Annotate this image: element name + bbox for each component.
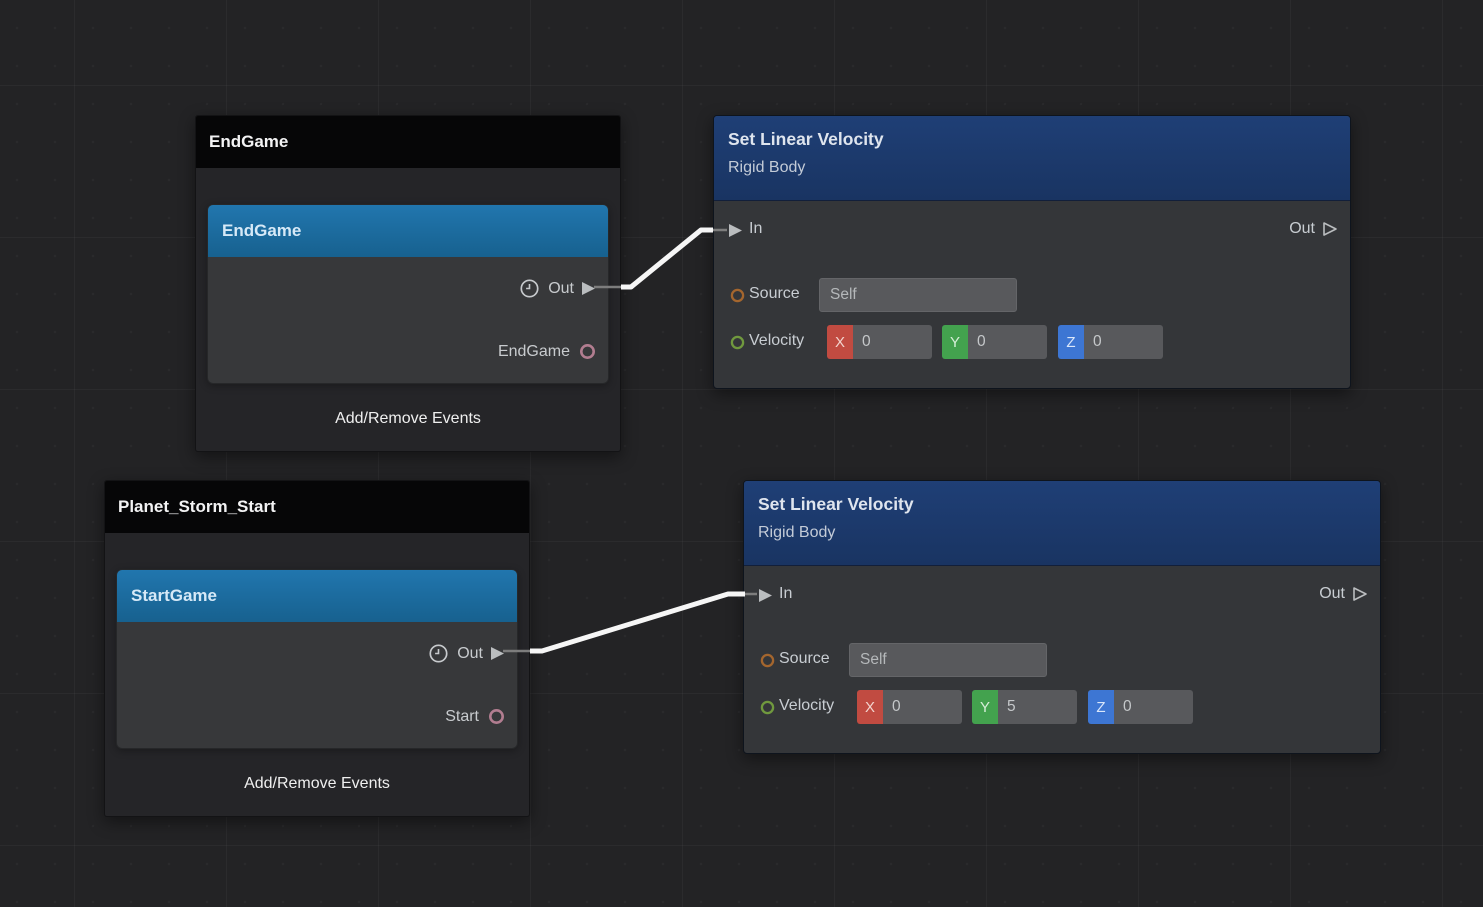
source-label: Source	[779, 650, 830, 667]
z-axis-badge: Z	[1088, 690, 1114, 724]
event-output-port-label: EndGame	[497, 342, 570, 360]
y-axis-badge: Y	[942, 325, 968, 359]
out-port-label: Out	[1319, 585, 1345, 602]
velocity-z-input[interactable]	[1114, 690, 1193, 724]
event-node-title: StartGame	[131, 586, 217, 605]
z-axis-badge: Z	[1058, 325, 1084, 359]
velocity-x-group: X	[857, 690, 962, 724]
clock-icon	[429, 644, 448, 663]
velocity-y-group: Y	[942, 325, 1047, 359]
velocity-y-group: Y	[972, 690, 1077, 724]
node-title: EndGame	[209, 132, 289, 151]
x-axis-badge: X	[827, 325, 853, 359]
y-axis-badge: Y	[972, 690, 998, 724]
event-port-circle-icon[interactable]	[579, 343, 596, 360]
add-remove-events-button[interactable]: Add/Remove Events	[196, 387, 620, 451]
in-port-label: In	[779, 585, 793, 602]
event-output-port-label: Start	[445, 707, 479, 725]
event-out-port-label: Out	[548, 279, 574, 297]
slv-subtitle: Rigid Body	[758, 524, 836, 541]
add-remove-events-label: Add/Remove Events	[244, 775, 390, 792]
entity-port-circle-icon[interactable]	[760, 653, 775, 668]
in-port-label: In	[749, 220, 763, 237]
event-node-startgame[interactable]: StartGame Out Start	[116, 569, 518, 749]
vector-port-circle-icon[interactable]	[760, 700, 775, 715]
event-out-row: Out	[117, 622, 517, 685]
wire-startgame-to-slv-bottom	[503, 591, 757, 654]
velocity-label: Velocity	[749, 332, 805, 349]
out-port-label: Out	[1289, 220, 1315, 237]
source-label: Source	[749, 285, 800, 302]
event-output-row: EndGame	[208, 320, 608, 383]
slv-header[interactable]: Set Linear Velocity Rigid Body	[744, 481, 1380, 566]
slv-title: Set Linear Velocity	[728, 129, 884, 149]
slv-header[interactable]: Set Linear Velocity Rigid Body	[714, 116, 1350, 201]
node-planet-storm-start-group[interactable]: Planet_Storm_Start StartGame Out Start	[104, 480, 530, 817]
event-out-row: Out	[208, 257, 608, 320]
exec-out-hollow-arrow-icon[interactable]	[1352, 586, 1368, 602]
velocity-z-group: Z	[1088, 690, 1193, 724]
velocity-y-input[interactable]	[968, 325, 1047, 359]
velocity-label: Velocity	[779, 697, 835, 714]
exec-row: In Out	[714, 213, 1350, 247]
add-remove-events-label: Add/Remove Events	[335, 410, 481, 427]
event-node-header[interactable]: StartGame	[117, 570, 517, 622]
velocity-y-input[interactable]	[998, 690, 1077, 724]
entity-port-circle-icon[interactable]	[730, 288, 745, 303]
exec-row: In Out	[744, 578, 1380, 612]
exec-in-arrow-icon[interactable]	[728, 223, 743, 238]
node-planet-storm-start-header[interactable]: Planet_Storm_Start	[105, 481, 529, 533]
vector-port-circle-icon[interactable]	[730, 335, 745, 350]
event-node-title: EndGame	[222, 221, 302, 240]
source-input[interactable]	[849, 643, 1047, 677]
event-output-row: Start	[117, 685, 517, 748]
velocity-row: Velocity X Y Z	[714, 325, 1350, 359]
node-title: Planet_Storm_Start	[118, 497, 276, 516]
x-axis-badge: X	[857, 690, 883, 724]
clock-icon	[520, 279, 539, 298]
velocity-z-group: Z	[1058, 325, 1163, 359]
exec-out-hollow-arrow-icon[interactable]	[1322, 221, 1338, 237]
velocity-x-group: X	[827, 325, 932, 359]
exec-out-arrow-icon[interactable]	[490, 646, 505, 661]
velocity-z-input[interactable]	[1084, 325, 1163, 359]
velocity-x-input[interactable]	[853, 325, 932, 359]
source-row: Source	[714, 278, 1350, 312]
source-row: Source	[744, 643, 1380, 677]
node-set-linear-velocity-top[interactable]: Set Linear Velocity Rigid Body In Out So…	[713, 115, 1351, 389]
exec-out-arrow-icon[interactable]	[581, 281, 596, 296]
velocity-row: Velocity X Y Z	[744, 690, 1380, 724]
event-out-port-label: Out	[457, 644, 483, 662]
add-remove-events-button[interactable]: Add/Remove Events	[105, 752, 529, 816]
velocity-x-input[interactable]	[883, 690, 962, 724]
slv-title: Set Linear Velocity	[758, 494, 914, 514]
exec-in-arrow-icon[interactable]	[758, 588, 773, 603]
node-endgame-group[interactable]: EndGame EndGame Out EndGame	[195, 115, 621, 452]
node-set-linear-velocity-bottom[interactable]: Set Linear Velocity Rigid Body In Out So…	[743, 480, 1381, 754]
event-node-endgame[interactable]: EndGame Out EndGame	[207, 204, 609, 384]
node-endgame-group-header[interactable]: EndGame	[196, 116, 620, 168]
event-node-header[interactable]: EndGame	[208, 205, 608, 257]
source-input[interactable]	[819, 278, 1017, 312]
event-port-circle-icon[interactable]	[488, 708, 505, 725]
slv-subtitle: Rigid Body	[728, 159, 806, 176]
